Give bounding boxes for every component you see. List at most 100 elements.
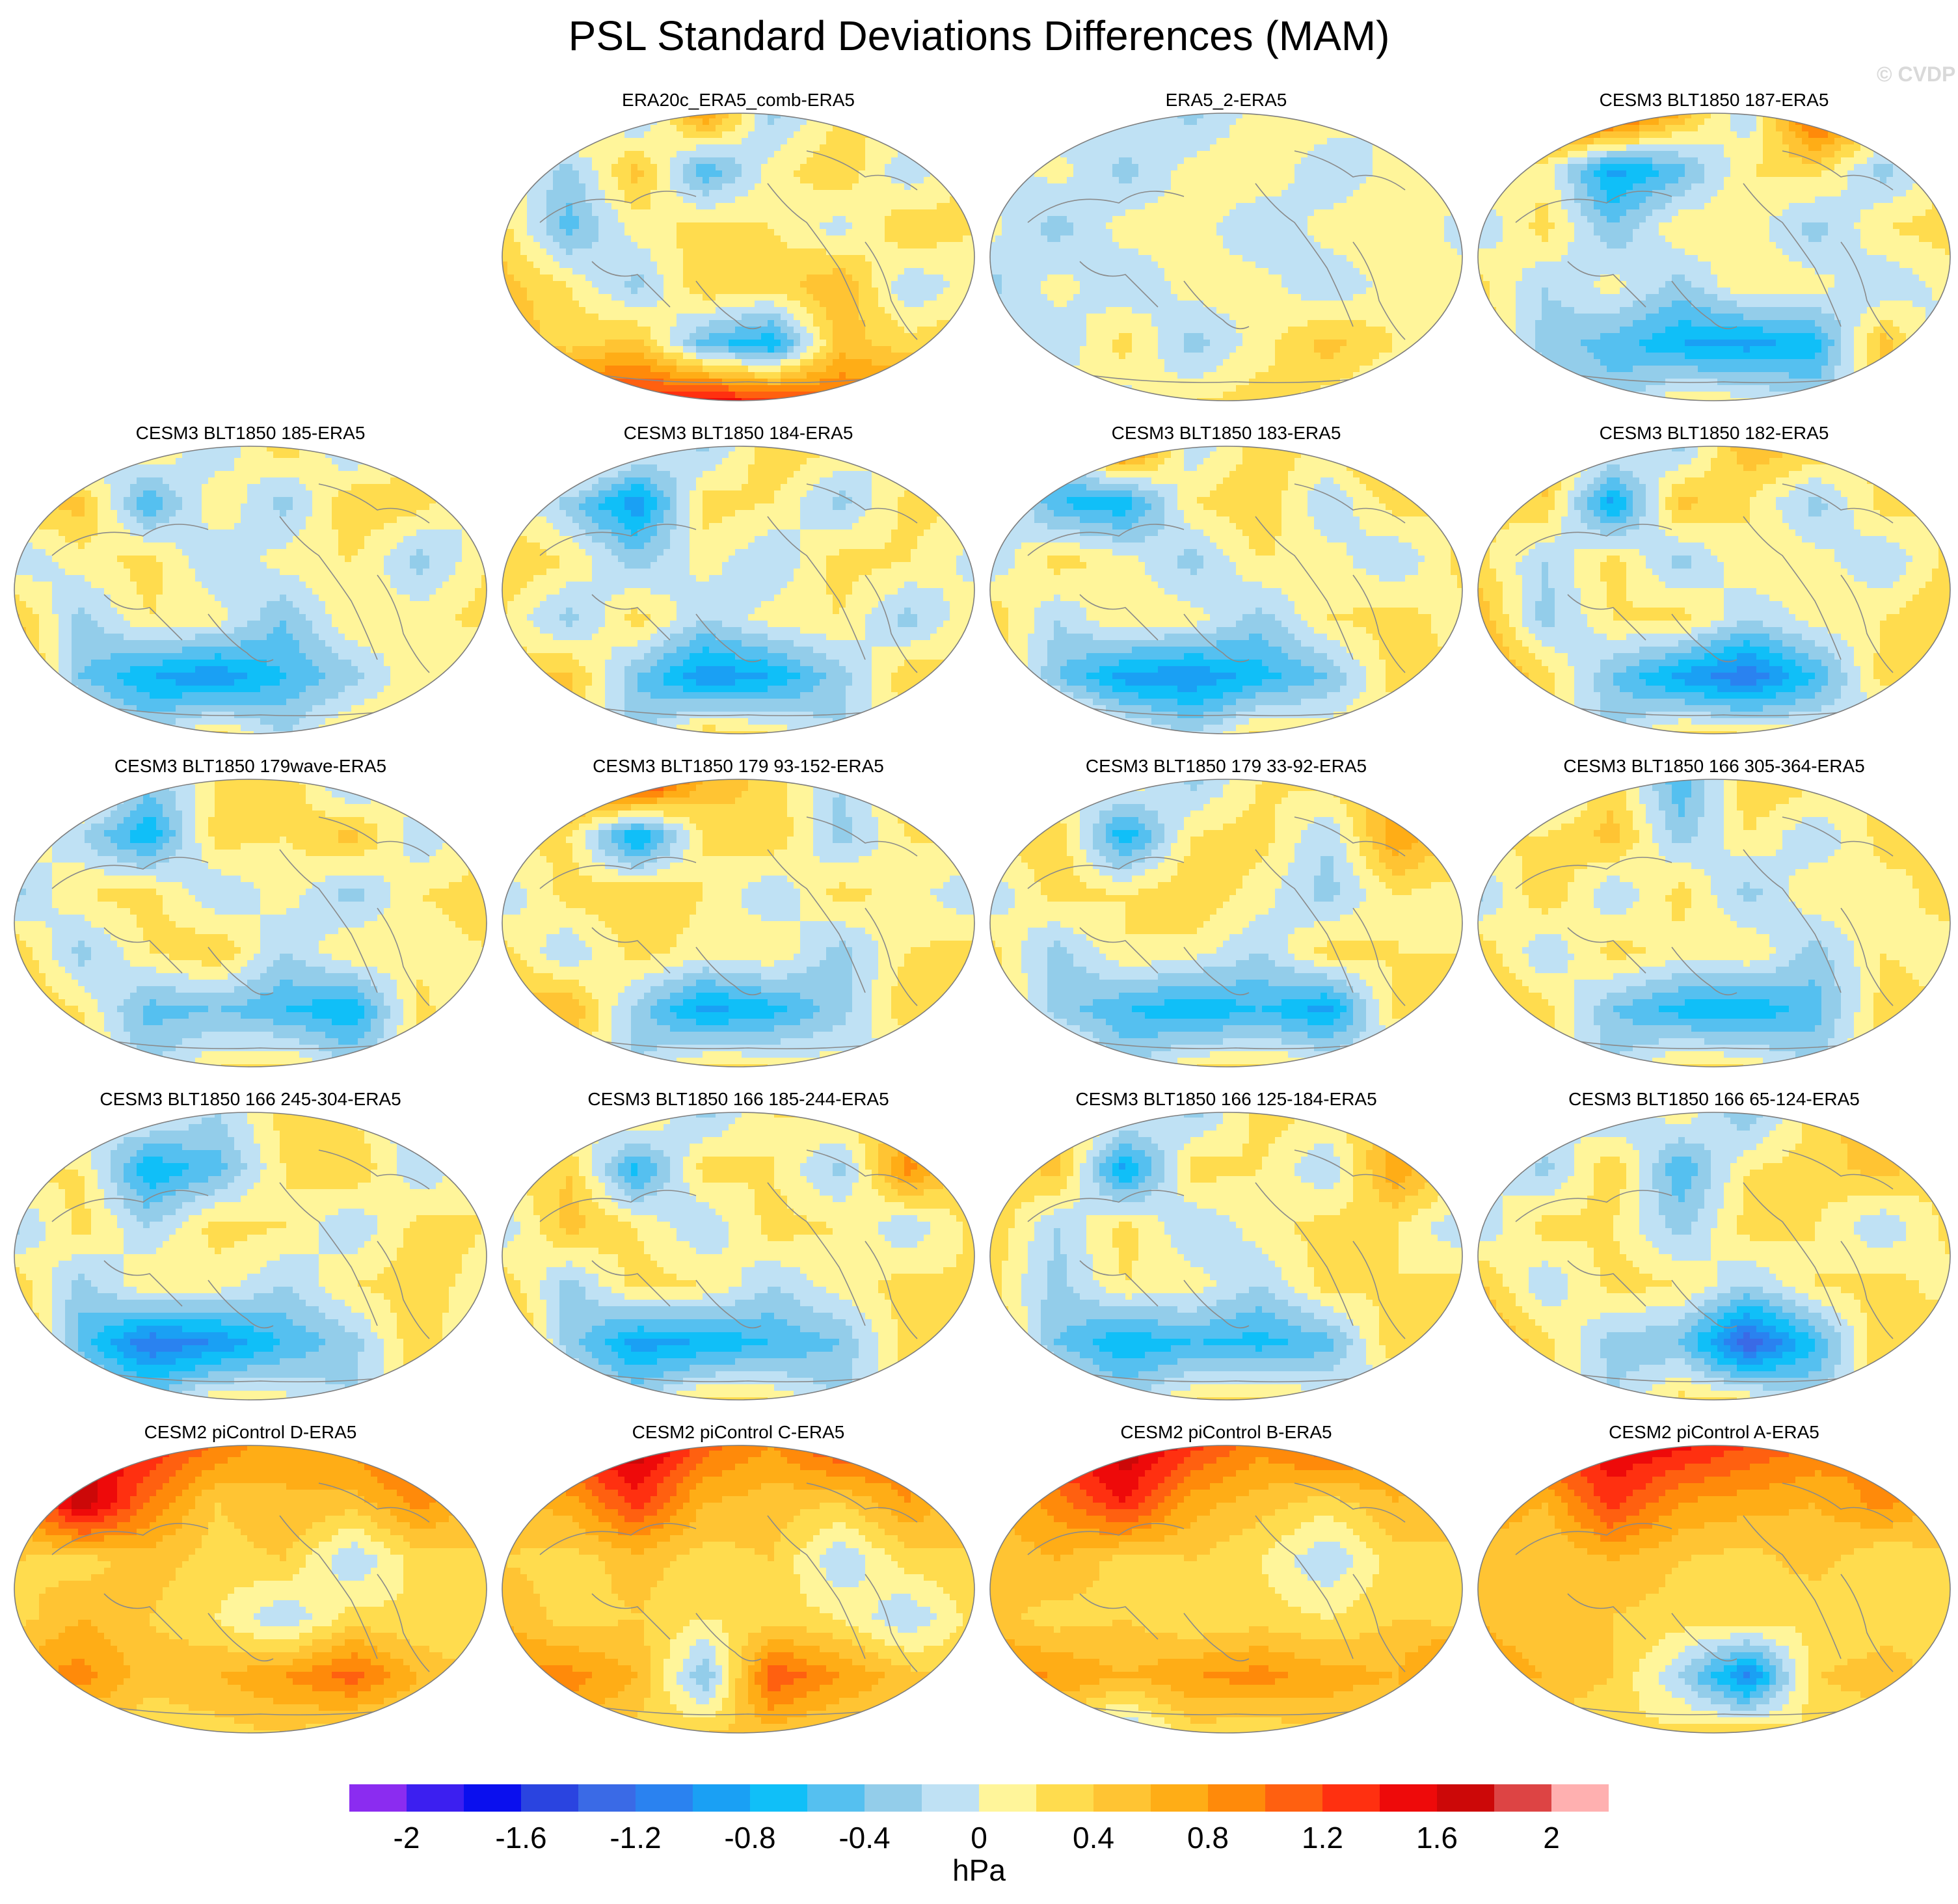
map-field-cell	[1425, 203, 1432, 210]
map-field-cell	[820, 281, 827, 288]
map-field-cell	[774, 131, 781, 139]
map-field-cell	[1340, 209, 1347, 217]
map-field-cell	[644, 340, 651, 347]
map-field-cell	[1405, 131, 1412, 139]
map-field-cell	[963, 190, 970, 197]
map-field-cell	[1190, 183, 1198, 191]
map-field-cell	[761, 157, 768, 165]
map-field-cell	[1347, 112, 1354, 119]
map-field-cell	[1366, 222, 1373, 230]
map-field-cell	[1340, 216, 1347, 223]
map-field-cell	[572, 366, 580, 373]
map-field-cell	[1301, 242, 1308, 249]
map-field-cell	[807, 320, 814, 327]
map-field-cell	[1457, 164, 1464, 171]
map-field-cell	[644, 196, 651, 204]
map-field-cell	[729, 307, 736, 314]
map-field-cell	[520, 118, 528, 126]
map-field-cell	[755, 118, 762, 126]
map-field-cell	[787, 248, 794, 256]
map-field-cell	[755, 268, 762, 275]
map-field-cell	[833, 333, 840, 340]
map-field-cell	[1067, 203, 1074, 210]
map-field-cell	[924, 248, 931, 256]
map-field-cell	[768, 177, 775, 184]
map-field-cell	[1308, 209, 1315, 217]
map-field-cell	[748, 288, 755, 295]
map-field-cell	[755, 151, 762, 158]
map-field-cell	[742, 203, 749, 210]
map-field-cell	[768, 112, 775, 119]
map-field-cell	[1145, 164, 1152, 171]
map-field-cell	[768, 314, 775, 321]
map-field-cell	[598, 157, 606, 165]
map-field-cell	[859, 242, 866, 249]
map-field-cell	[501, 209, 508, 217]
map-field-cell	[527, 359, 534, 366]
map-field-cell	[872, 392, 879, 399]
map-field-cell	[566, 112, 573, 119]
map-field-cell	[553, 112, 560, 119]
map-field-cell	[1386, 255, 1393, 262]
map-field-cell	[1386, 170, 1393, 178]
map-field-cell	[533, 151, 541, 158]
map-field-cell	[572, 248, 580, 256]
map-field-cell	[943, 177, 950, 184]
map-field-cell	[781, 157, 788, 165]
map-field-cell	[1106, 112, 1113, 119]
map-field-cell	[924, 157, 931, 165]
map-field-cell	[540, 118, 547, 126]
map-field-cell	[761, 288, 768, 295]
map-field-cell	[1229, 138, 1237, 145]
map-field-cell	[709, 216, 716, 223]
map-field-cell	[670, 288, 677, 295]
map-field-cell	[1255, 125, 1263, 132]
map-field-cell	[950, 398, 957, 402]
map-field-cell	[1334, 216, 1341, 223]
map-field-cell	[878, 288, 885, 295]
map-field-cell	[533, 372, 541, 379]
map-field-cell	[813, 157, 820, 165]
map-field-cell	[1249, 144, 1256, 152]
map-field-cell	[546, 372, 554, 379]
map-field-cell	[664, 288, 671, 295]
map-field-cell	[611, 385, 619, 392]
map-field-cell	[1008, 112, 1015, 119]
map-field-cell	[950, 340, 957, 347]
map-field-cell	[833, 281, 840, 288]
map-field-cell	[761, 261, 768, 269]
map-field-cell	[1301, 209, 1308, 217]
map-field-cell	[722, 222, 729, 230]
map-field-cell	[1054, 196, 1061, 204]
map-field-cell	[624, 333, 632, 340]
map-field-cell	[761, 138, 768, 145]
map-field-cell	[1002, 112, 1009, 119]
map-field-cell	[1366, 183, 1373, 191]
map-field-cell	[898, 170, 905, 178]
map-field-cell	[546, 366, 554, 373]
map-field-cell	[670, 353, 677, 360]
map-field-cell	[1425, 112, 1432, 119]
map-field-cell	[1236, 229, 1243, 236]
map-field-cell	[624, 183, 632, 191]
map-field-cell	[898, 242, 905, 249]
map-field-cell	[546, 379, 554, 386]
map-field-cell	[1321, 255, 1328, 262]
map-field-cell	[969, 398, 976, 402]
map-field-cell	[1236, 255, 1243, 262]
map-field-cell	[598, 385, 606, 392]
map-field-cell	[722, 209, 729, 217]
map-field-cell	[1229, 177, 1237, 184]
map-field-cell	[559, 248, 567, 256]
map-field-cell	[1086, 151, 1093, 158]
map-field-cell	[637, 242, 645, 249]
map-field-cell	[1125, 164, 1133, 171]
map-field-cell	[1190, 170, 1198, 178]
map-field-cell	[846, 385, 853, 392]
map-field-cell	[1008, 118, 1015, 126]
map-field-cell	[891, 164, 898, 171]
map-field-cell	[703, 366, 710, 373]
map-field-cell	[1353, 209, 1360, 217]
map-field-cell	[1060, 177, 1067, 184]
map-field-cell	[826, 333, 833, 340]
